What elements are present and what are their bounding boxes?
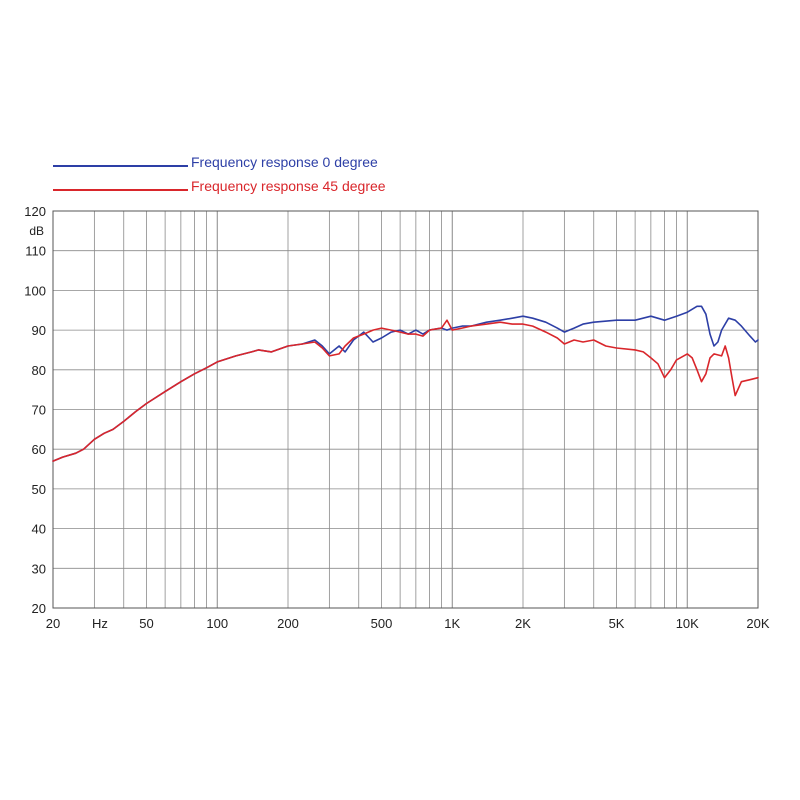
series-group	[52, 305, 759, 462]
x-axis-unit: Hz	[92, 616, 108, 631]
series-line-45-degree	[52, 319, 759, 462]
grid	[52, 210, 759, 609]
legend: Frequency response 0 degree Frequency re…	[53, 154, 386, 194]
series-line-0-degree	[52, 305, 759, 462]
y-tick-label: 30	[32, 561, 46, 576]
x-tick-label: 20K	[746, 616, 769, 631]
x-tick-label: 50	[139, 616, 153, 631]
x-tick-label: 100	[206, 616, 228, 631]
y-tick-label: 100	[24, 283, 46, 298]
y-tick-label: 120	[24, 204, 46, 219]
plot-frame	[52, 210, 759, 609]
y-tick-label: 60	[32, 442, 46, 457]
x-tick-label: 2K	[515, 616, 531, 631]
y-tick-label: 50	[32, 482, 46, 497]
y-tick-label: 110	[25, 244, 46, 259]
y-tick-label: 20	[32, 601, 46, 616]
x-tick-label: 10K	[676, 616, 699, 631]
y-tick-label: 70	[32, 403, 46, 418]
legend-label-0-degree: Frequency response 0 degree	[191, 154, 378, 170]
x-tick-label: 5K	[609, 616, 625, 631]
x-tick-label: 1K	[444, 616, 460, 631]
y-tick-label: 80	[32, 363, 46, 378]
x-tick-label: 200	[277, 616, 299, 631]
y-tick-label: 40	[32, 522, 46, 537]
y-axis-unit: dB	[29, 224, 44, 238]
legend-label-45-degree: Frequency response 45 degree	[191, 178, 386, 194]
x-tick-label: 20	[46, 616, 60, 631]
x-tick-label: 500	[371, 616, 393, 631]
y-tick-label: 90	[32, 323, 46, 338]
